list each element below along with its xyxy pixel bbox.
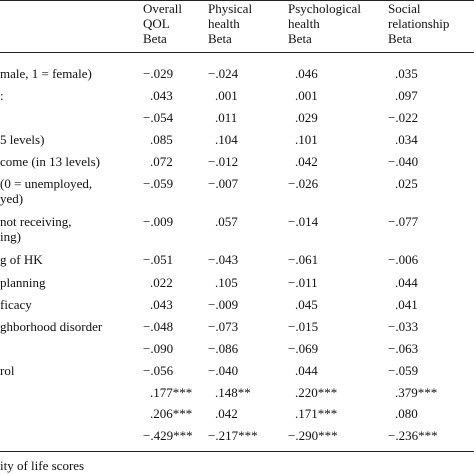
column-header: Social bbox=[388, 1, 421, 16]
cell-value: .206*** bbox=[150, 406, 193, 421]
cell-value: .041 bbox=[395, 297, 418, 312]
row-label: ghborhood disorder bbox=[0, 319, 103, 334]
cell-value: −.086 bbox=[208, 341, 239, 356]
cell-value: .034 bbox=[395, 132, 418, 147]
cell-value: −.007 bbox=[208, 176, 239, 191]
cell-value: .011 bbox=[215, 110, 238, 125]
cell-value: −.040 bbox=[208, 363, 239, 378]
cell-value: −.043 bbox=[208, 252, 239, 267]
cell-value: −.077 bbox=[388, 214, 419, 229]
row-label: not receiving, bbox=[0, 214, 72, 229]
cell-value: −.063 bbox=[388, 341, 419, 356]
cell-value: .045 bbox=[295, 297, 318, 312]
column-header: Overall bbox=[143, 1, 182, 16]
cell-value: −.048 bbox=[143, 319, 174, 334]
cell-value: −.011 bbox=[288, 275, 318, 290]
cell-value: .072 bbox=[150, 154, 173, 169]
cell-value: .101 bbox=[295, 132, 318, 147]
cell-value: −.051 bbox=[143, 252, 174, 267]
cell-value: .043 bbox=[150, 88, 173, 103]
cell-value: −.026 bbox=[288, 176, 319, 191]
cell-value: .148** bbox=[215, 385, 251, 400]
cell-value: −.040 bbox=[388, 154, 419, 169]
column-header: Beta bbox=[208, 31, 232, 46]
column-header: relationship bbox=[388, 16, 450, 31]
cell-value: −.033 bbox=[388, 319, 419, 334]
cell-value: .044 bbox=[395, 275, 418, 290]
cell-value: −.006 bbox=[388, 252, 419, 267]
cell-value: −.024 bbox=[208, 66, 239, 81]
cell-value: −.059 bbox=[388, 363, 419, 378]
cell-value: .042 bbox=[215, 406, 238, 421]
cell-value: −.012 bbox=[208, 154, 239, 169]
cell-value: .105 bbox=[215, 275, 238, 290]
cell-value: −.009 bbox=[208, 297, 239, 312]
cell-value: .035 bbox=[395, 66, 418, 81]
bottom-rule bbox=[0, 451, 474, 452]
cell-value: .043 bbox=[150, 297, 173, 312]
cell-value: .171*** bbox=[295, 406, 338, 421]
cell-value: −.029 bbox=[143, 66, 174, 81]
cell-value: −.236*** bbox=[388, 428, 438, 443]
top-rule bbox=[0, 0, 474, 1]
header-rule bbox=[0, 52, 474, 53]
column-header: QOL bbox=[143, 16, 170, 31]
row-label: g of HK bbox=[0, 252, 43, 267]
cell-value: .001 bbox=[295, 88, 318, 103]
cell-value: −.061 bbox=[288, 252, 319, 267]
row-label: male, 1 = female) bbox=[0, 66, 92, 81]
cell-value: −.429*** bbox=[143, 428, 193, 443]
cell-value: −.059 bbox=[143, 176, 174, 191]
cell-value: .025 bbox=[395, 176, 418, 191]
row-label: ing) bbox=[0, 229, 21, 244]
cell-value: −.009 bbox=[143, 214, 174, 229]
cell-value: −.290*** bbox=[288, 428, 338, 443]
cell-value: .029 bbox=[295, 110, 318, 125]
row-label: rol bbox=[0, 363, 15, 378]
row-label: 5 levels) bbox=[0, 132, 45, 147]
cell-value: −.022 bbox=[388, 110, 419, 125]
cell-value: −.014 bbox=[288, 214, 319, 229]
column-header: Beta bbox=[388, 31, 412, 46]
column-header: Physical bbox=[208, 1, 253, 16]
cell-value: .022 bbox=[150, 275, 173, 290]
column-header: health bbox=[208, 16, 240, 31]
column-header: health bbox=[288, 16, 320, 31]
cell-value: .104 bbox=[215, 132, 238, 147]
cell-value: .379*** bbox=[395, 385, 438, 400]
cell-value: .220*** bbox=[295, 385, 338, 400]
cell-value: .046 bbox=[295, 66, 318, 81]
cell-value: −.054 bbox=[143, 110, 174, 125]
cell-value: −.090 bbox=[143, 341, 174, 356]
cell-value: −.217*** bbox=[208, 428, 258, 443]
column-header: Psychological bbox=[288, 1, 361, 16]
row-label: planning bbox=[0, 275, 46, 290]
cell-value: .044 bbox=[295, 363, 318, 378]
cell-value: .042 bbox=[295, 154, 318, 169]
cell-value: .177*** bbox=[150, 385, 193, 400]
cell-value: .057 bbox=[215, 214, 238, 229]
cell-value: .001 bbox=[215, 88, 238, 103]
cell-value: −.069 bbox=[288, 341, 319, 356]
row-label: ficacy bbox=[0, 297, 32, 312]
cell-value: −.073 bbox=[208, 319, 239, 334]
footnote: ity of life scores bbox=[0, 458, 85, 473]
row-label: yed) bbox=[0, 191, 24, 206]
cell-value: .097 bbox=[395, 88, 418, 103]
row-label: : bbox=[0, 88, 4, 103]
column-header: Beta bbox=[143, 31, 167, 46]
column-header: Beta bbox=[288, 31, 312, 46]
cell-value: .085 bbox=[150, 132, 173, 147]
cell-value: −.015 bbox=[288, 319, 319, 334]
row-label: come (in 13 levels) bbox=[0, 154, 100, 169]
cell-value: .080 bbox=[395, 406, 418, 421]
cell-value: −.056 bbox=[143, 363, 174, 378]
row-label: (0 = unemployed, bbox=[0, 176, 93, 191]
